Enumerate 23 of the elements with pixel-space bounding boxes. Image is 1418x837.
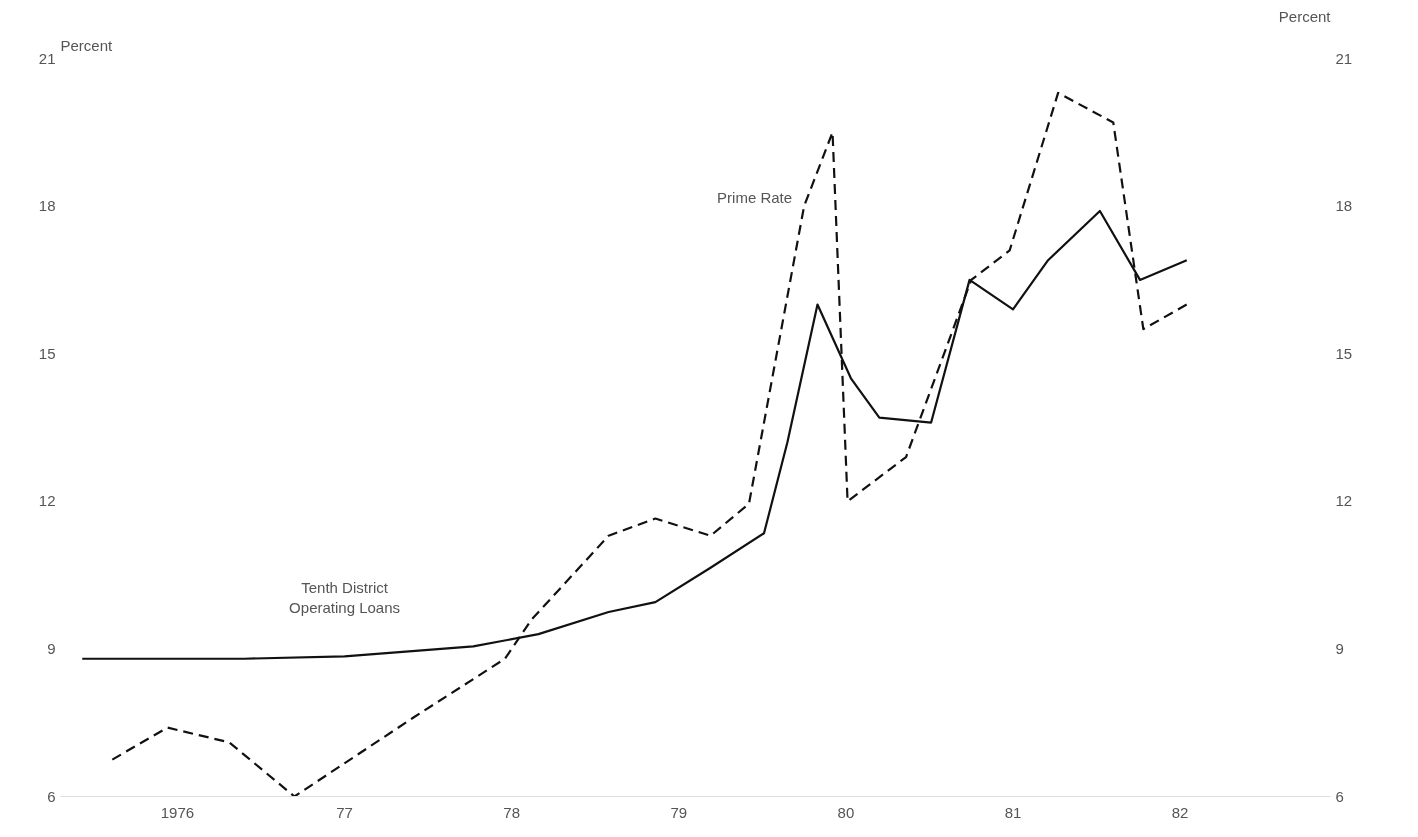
y-axis-title: Percent — [60, 36, 114, 54]
y-tick-label: 6 — [47, 787, 56, 805]
y2-tick-label: 6 — [1335, 787, 1344, 805]
y2-axis-title: Percent — [1278, 7, 1332, 25]
x-tick-label: 78 — [503, 803, 521, 821]
text: Tenth District Operating Loans — [289, 578, 401, 617]
y-tick-label: 15 — [38, 344, 56, 362]
y-tick-label: 12 — [38, 492, 56, 510]
y-tick-label: 21 — [38, 49, 56, 67]
x-tick-label: 80 — [837, 803, 855, 821]
x-tick-label: 82 — [1171, 803, 1189, 821]
x-tick-label: 1976 — [160, 803, 195, 821]
series-label: Prime Rate — [717, 189, 793, 207]
x-tick-label: 79 — [670, 803, 688, 821]
y-tick-label: 9 — [47, 639, 56, 657]
y2-tick-label: 21 — [1335, 49, 1353, 67]
y2-tick-label: 9 — [1335, 639, 1344, 657]
x-tick-label: 81 — [1004, 803, 1022, 821]
y2-tick-label: 15 — [1335, 344, 1353, 362]
y2-tick-label: 18 — [1335, 197, 1353, 215]
x-tick-label: 77 — [336, 803, 353, 821]
y2-tick-label: 12 — [1335, 492, 1353, 510]
y-tick-label: 18 — [38, 197, 56, 215]
